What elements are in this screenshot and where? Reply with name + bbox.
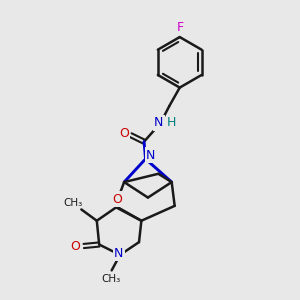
- Text: O: O: [70, 239, 80, 253]
- Text: N: N: [146, 149, 156, 162]
- Text: O: O: [119, 128, 129, 140]
- Text: O: O: [113, 193, 122, 206]
- Text: F: F: [177, 21, 184, 34]
- Text: N: N: [114, 247, 124, 260]
- Text: CH₃: CH₃: [63, 198, 82, 208]
- Text: N: N: [154, 116, 164, 129]
- Text: CH₃: CH₃: [101, 274, 121, 284]
- Text: H: H: [167, 116, 176, 129]
